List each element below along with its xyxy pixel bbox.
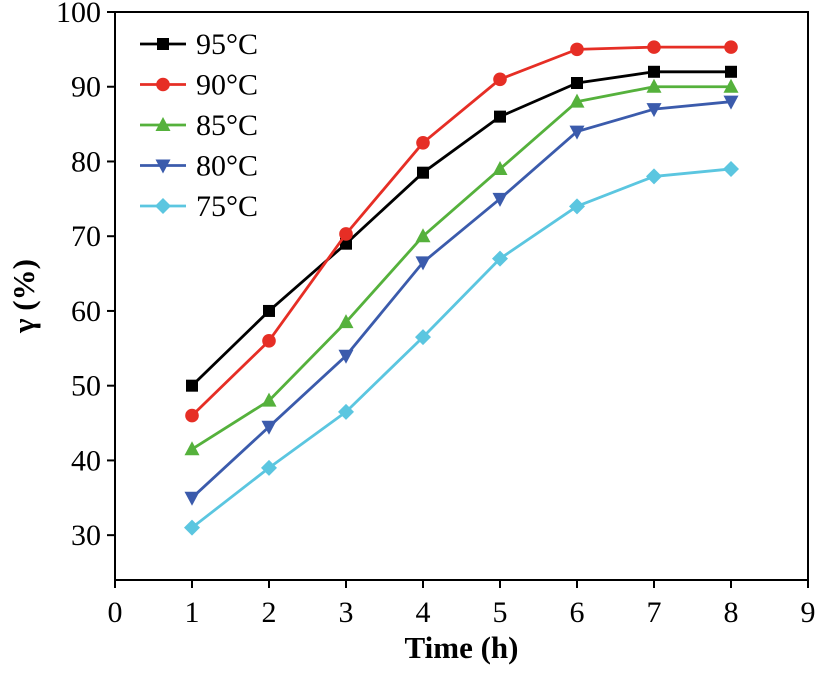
legend-item: 85°C [140, 109, 258, 142]
data-point [186, 379, 198, 392]
data-point [725, 65, 737, 78]
legend-marker [155, 159, 171, 174]
y-axis: 30 40 50 60 70 80 90 100 [56, 0, 115, 552]
data-point [415, 329, 431, 346]
x-tick-label: 0 [108, 596, 123, 629]
series-80°C [184, 95, 739, 506]
series-line [190, 85, 733, 451]
y-tick-label: 50 [71, 370, 101, 403]
y-tick-label: 70 [71, 220, 101, 253]
data-point [338, 349, 354, 364]
y-tick-label: 100 [56, 0, 101, 29]
data-point [339, 227, 353, 241]
data-point [723, 95, 739, 110]
data-point [415, 256, 431, 271]
legend-label: 90°C [196, 69, 258, 102]
series-90°C [185, 40, 738, 423]
data-point [646, 168, 662, 185]
legend-marker [155, 117, 171, 131]
data-point [493, 72, 507, 87]
x-tick-label: 7 [647, 596, 662, 629]
data-point [571, 77, 583, 89]
legend-item: 80°C [140, 150, 258, 183]
data-point [648, 65, 660, 78]
data-point [338, 403, 354, 420]
series-line [190, 45, 733, 417]
data-point [723, 160, 739, 177]
y-tick-label: 80 [71, 145, 101, 178]
y-tick-label: 30 [71, 519, 101, 552]
data-point [184, 441, 200, 456]
legend-marker [156, 77, 170, 92]
data-point [261, 420, 277, 435]
data-point [724, 40, 738, 54]
data-point [338, 314, 354, 329]
data-point [646, 78, 662, 93]
series-75°C [184, 160, 739, 536]
x-tick-label: 2 [262, 596, 277, 629]
legend: 95°C 90°C 85°C 80°C 75°C [140, 28, 258, 223]
data-point [263, 304, 275, 317]
legend-item: 95°C [140, 28, 258, 61]
data-point [570, 42, 584, 57]
data-point [417, 166, 429, 179]
data-point [184, 519, 200, 536]
y-axis-label: γ (%) [6, 259, 41, 334]
series-line [190, 167, 733, 530]
data-point [340, 237, 352, 250]
series-line [190, 100, 733, 500]
x-tick-label: 9 [801, 596, 816, 629]
x-tick-label: 1 [185, 596, 200, 629]
data-point [647, 40, 661, 54]
data-point [646, 103, 662, 118]
legend-label: 85°C [196, 109, 258, 142]
data-point [185, 408, 199, 423]
legend-item: 75°C [140, 190, 258, 223]
y-tick-label: 90 [71, 71, 101, 104]
x-tick-label: 4 [416, 596, 431, 629]
data-point [569, 198, 585, 215]
legend-marker [155, 198, 171, 214]
data-point [492, 250, 508, 267]
x-tick-label: 3 [339, 596, 354, 629]
data-point [415, 228, 431, 243]
data-point [262, 334, 276, 348]
x-tick-label: 8 [724, 596, 739, 629]
x-tick-label: 5 [493, 596, 508, 629]
data-point [184, 491, 200, 506]
data-point [492, 160, 508, 175]
legend-marker [157, 38, 169, 50]
legend-item: 90°C [140, 69, 258, 102]
data-point [416, 135, 430, 150]
series-line [190, 70, 733, 388]
x-tick-label: 6 [570, 596, 585, 629]
data-point [492, 192, 508, 207]
y-tick-label: 40 [71, 444, 101, 477]
y-tick-label: 60 [71, 295, 101, 328]
legend-label: 80°C [196, 150, 258, 183]
data-point [261, 392, 277, 407]
series-95°C [186, 65, 737, 392]
legend-label: 95°C [196, 28, 258, 61]
data-point [261, 459, 277, 476]
data-point [723, 78, 739, 93]
plot-frame [114, 11, 809, 581]
x-axis: 0 1 2 3 4 5 6 7 8 9 [108, 580, 816, 629]
data-point [494, 110, 506, 123]
series-85°C [184, 78, 739, 456]
legend-label: 75°C [196, 190, 258, 223]
data-point [569, 93, 585, 108]
x-axis-label: Time (h) [405, 630, 519, 665]
data-point [569, 125, 585, 140]
